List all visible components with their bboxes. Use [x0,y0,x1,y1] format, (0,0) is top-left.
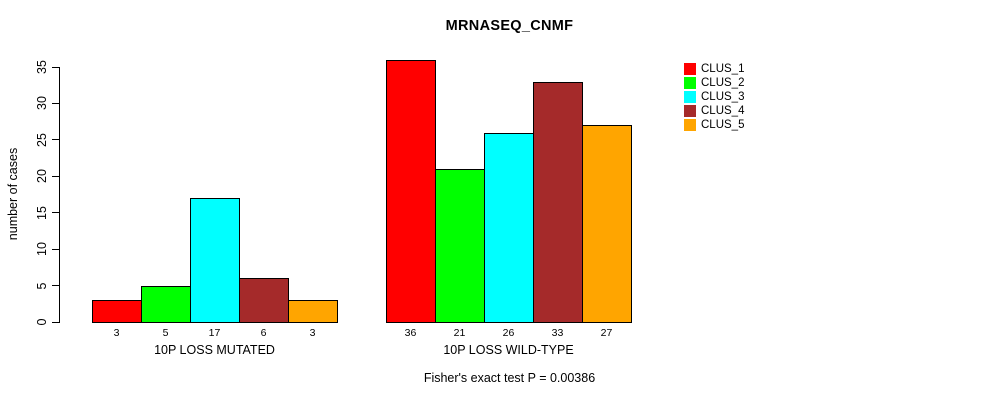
y-axis-tick-label: 30 [35,96,49,111]
y-axis-tick [52,212,59,214]
legend-swatch [684,119,696,131]
legend-item-clus_4: CLUS_4 [684,104,744,118]
y-axis-tick-label: 20 [35,169,49,184]
y-axis-tick-label: 10 [35,242,49,257]
group-label: 10P LOSS MUTATED [154,343,275,357]
y-axis-label: number of cases [6,147,20,241]
bar-value-label: 36 [404,327,417,339]
legend-label: CLUS_3 [701,91,745,103]
legend-label: CLUS_1 [701,63,745,75]
y-axis-tick [52,139,59,141]
bar-clus_3 [190,198,240,323]
bar-clus_4 [533,82,583,323]
y-axis-tick [52,66,59,68]
group-label: 10P LOSS WILD-TYPE [443,343,574,357]
y-axis-tick [52,285,59,287]
legend-swatch [684,91,696,103]
bar-clus_3 [484,133,534,323]
legend-item-clus_2: CLUS_2 [684,76,744,90]
legend-item-clus_1: CLUS_1 [684,62,744,76]
legend-item-clus_5: CLUS_5 [684,118,744,132]
bar-clus_5 [582,125,632,323]
y-axis-line [59,67,60,323]
y-axis-tick [52,102,59,104]
bar-value-label: 21 [453,327,466,339]
chart-title: MRNASEQ_CNMF [445,18,574,34]
y-axis-tick-label: 0 [35,318,49,326]
y-axis-tick [52,175,59,177]
bar-clus_5 [288,300,338,323]
bar-value-label: 3 [309,327,316,339]
bar-value-label: 17 [208,327,221,339]
y-axis-tick-label: 5 [35,282,49,290]
bar-clus_1 [92,300,142,323]
legend-item-clus_3: CLUS_3 [684,90,744,104]
bar-clus_4 [239,278,289,323]
bar-value-label: 5 [162,327,169,339]
legend-label: CLUS_4 [701,105,745,117]
y-axis-tick-label: 15 [35,205,49,220]
legend-swatch [684,105,696,117]
legend-label: CLUS_5 [701,119,745,131]
y-axis-tick-label: 35 [35,60,49,74]
y-axis-tick-label: 25 [35,132,49,147]
bar-clus_2 [435,169,485,323]
bar-value-label: 27 [600,327,613,339]
bar-value-label: 6 [260,327,267,339]
bar-value-label: 3 [113,327,120,339]
y-axis-tick [52,248,59,250]
legend-swatch [684,77,696,89]
y-axis-tick [52,321,59,323]
fisher-test-annotation: Fisher's exact test P = 0.00386 [423,371,596,385]
bar-value-label: 26 [502,327,515,339]
legend-label: CLUS_2 [701,77,745,89]
bar-clus_1 [386,60,436,323]
legend-swatch [684,63,696,75]
bar-clus_2 [141,286,191,323]
bar-value-label: 33 [551,327,564,339]
